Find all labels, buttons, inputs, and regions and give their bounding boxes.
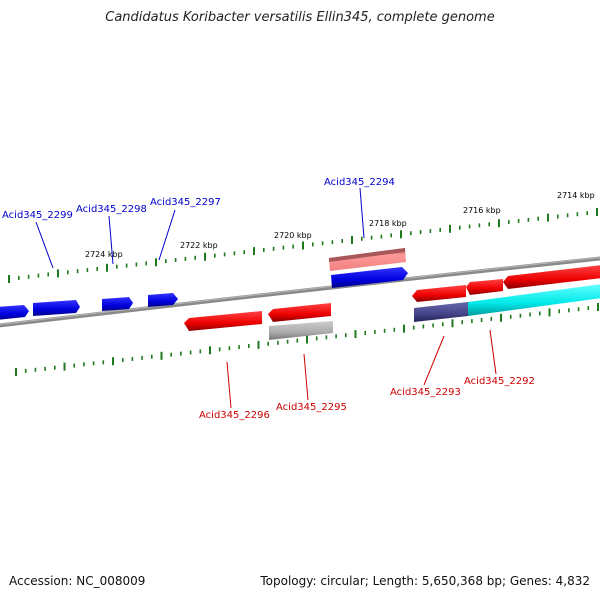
topology-summary-text: Topology: circular; Length: 5,650,368 bp…: [260, 574, 590, 588]
reverse-leader-lines: [226, 329, 497, 409]
gene-acid345-2293-cds-feature[interactable]: [414, 302, 468, 322]
accession-text: Accession: NC_008009: [9, 574, 146, 588]
gene-acid345-2294-feature[interactable]: [331, 267, 408, 288]
gene-acid345-2297-feature[interactable]: [148, 293, 178, 307]
gene-acid345-2295-feature[interactable]: [268, 303, 331, 322]
forward-leader-lines: [35, 187, 365, 269]
gene-label-acid345-2294[interactable]: Acid345_2294: [324, 177, 395, 188]
gene-label-acid345-2292[interactable]: Acid345_2292: [464, 376, 535, 387]
gene-label-acid345-2295[interactable]: Acid345_2295: [276, 402, 347, 413]
gene-acid345-2295-pseudo-feature[interactable]: [269, 321, 333, 340]
gene-label-acid345-2298[interactable]: Acid345_2298: [76, 204, 147, 215]
gene-acid345-2292-feature[interactable]: [466, 279, 503, 295]
gene-acid345-2291-feature[interactable]: [503, 265, 600, 289]
gene-acid345-2293-feature[interactable]: [412, 285, 466, 302]
gene-acid345-2298-feature[interactable]: [33, 300, 80, 316]
gene-label-acid345-2297[interactable]: Acid345_2297: [150, 197, 221, 208]
gene-acid345-2296-feature[interactable]: [184, 311, 262, 331]
gene-acid345-2299-feature[interactable]: [0, 305, 29, 320]
kbp-label-2716: 2716 kbp: [463, 206, 501, 215]
upper-tick-row: [8, 208, 598, 283]
kbp-label-2724: 2724 kbp: [85, 250, 123, 259]
lower-tick-row: [15, 303, 599, 376]
gene-acid345-2294-pseudo-feature[interactable]: [329, 248, 406, 271]
kbp-label-2714: 2714 kbp: [557, 191, 595, 200]
gene-label-acid345-2293[interactable]: Acid345_2293: [390, 387, 461, 398]
chromosome-backbone: [0, 256, 600, 328]
gene-acid345-2292-cds-feature[interactable]: [468, 284, 600, 316]
map-title: Candidatus Koribacter versatilis Ellin34…: [105, 10, 495, 25]
kbp-label-2722: 2722 kbp: [180, 241, 218, 250]
kbp-label-2718: 2718 kbp: [369, 219, 407, 228]
gene-acid345-2298b-feature[interactable]: [102, 297, 133, 311]
kbp-label-2720: 2720 kbp: [274, 231, 312, 240]
gene-label-acid345-2296[interactable]: Acid345_2296: [199, 410, 270, 421]
gene-label-acid345-2299[interactable]: Acid345_2299: [2, 210, 73, 221]
